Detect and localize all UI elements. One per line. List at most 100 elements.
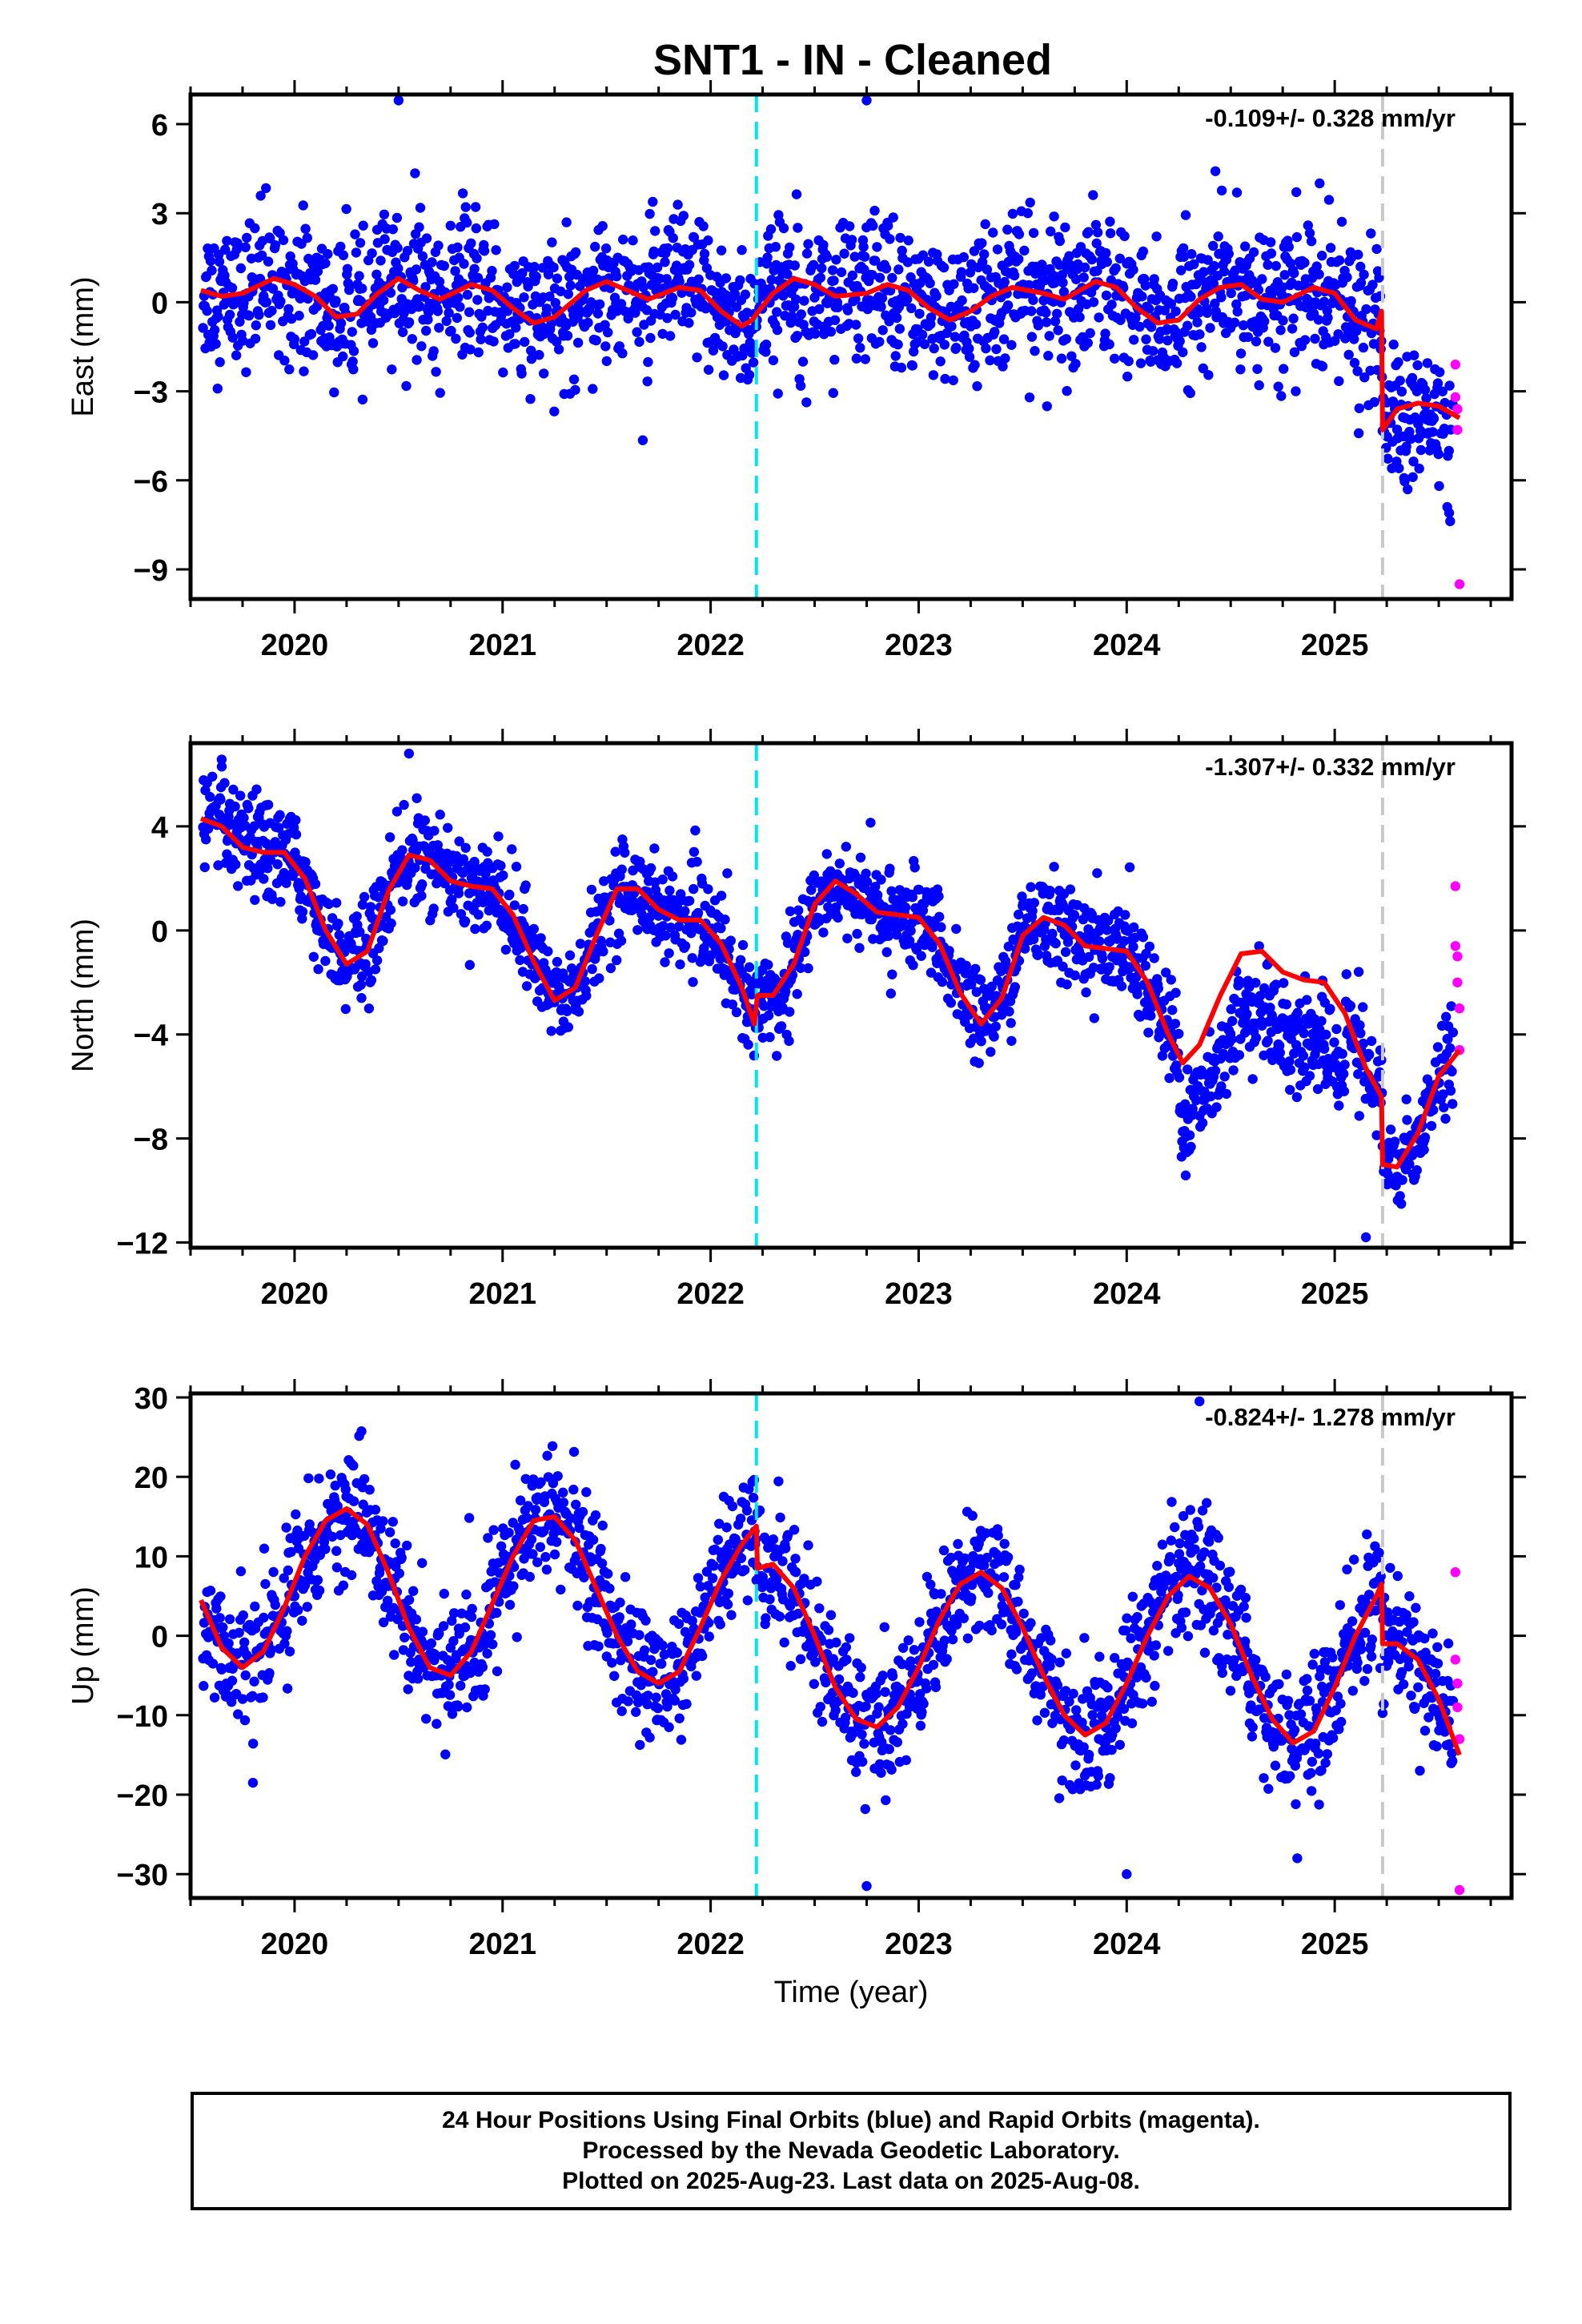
final-point [1271, 979, 1282, 990]
final-point [492, 1666, 503, 1677]
final-point [1141, 334, 1151, 344]
final-point [773, 388, 783, 399]
final-point [1371, 1130, 1382, 1140]
final-point [528, 1549, 538, 1559]
final-point [391, 212, 403, 223]
final-point [676, 1735, 687, 1745]
final-point [1355, 277, 1367, 288]
final-point [1166, 299, 1177, 309]
final-point [312, 266, 323, 277]
final-point [787, 311, 797, 322]
final-point [504, 889, 515, 900]
final-point [541, 1564, 552, 1575]
final-point [1445, 516, 1456, 527]
final-point [344, 281, 355, 292]
final-point [865, 818, 876, 828]
final-point [348, 1461, 359, 1471]
final-point [432, 1719, 442, 1729]
final-point [1123, 356, 1134, 367]
final-point [549, 406, 560, 416]
final-point [821, 251, 833, 262]
final-point [809, 292, 820, 303]
final-point [926, 967, 937, 978]
final-point [1263, 259, 1273, 270]
final-point [1122, 372, 1133, 382]
final-point [673, 199, 683, 210]
final-point [447, 1709, 458, 1719]
final-point [917, 250, 929, 260]
final-point [1242, 1009, 1252, 1019]
final-point [599, 876, 609, 887]
final-point [532, 1557, 543, 1568]
final-point [958, 251, 970, 263]
final-point [927, 942, 938, 953]
final-point [470, 202, 481, 212]
final-point [718, 370, 729, 380]
final-point [603, 327, 613, 338]
x-tick-label: 2020 [261, 1277, 329, 1311]
final-point [248, 1739, 259, 1749]
final-point [275, 810, 285, 820]
final-point [367, 248, 377, 259]
final-point [434, 323, 444, 333]
final-point [768, 1534, 779, 1545]
final-point [561, 217, 572, 227]
final-point [684, 318, 694, 328]
final-point [1411, 1165, 1423, 1176]
y-tick-label: 0 [151, 287, 168, 320]
final-point [1024, 279, 1034, 291]
final-point [524, 1571, 535, 1582]
final-point [765, 1031, 775, 1043]
final-point [267, 283, 279, 294]
final-point [391, 806, 403, 817]
final-point [1205, 323, 1215, 333]
final-point [314, 1474, 324, 1484]
final-point [859, 251, 870, 262]
final-point [907, 892, 918, 903]
final-point [721, 273, 732, 283]
final-point [821, 849, 833, 859]
final-point [998, 334, 1010, 344]
final-point [1088, 297, 1099, 308]
final-point [848, 1687, 858, 1699]
final-point [1397, 1175, 1407, 1185]
final-point [1334, 1100, 1344, 1111]
final-point [1114, 253, 1126, 263]
final-point [1050, 316, 1061, 327]
x-tick-label: 2025 [1301, 629, 1369, 662]
final-point [940, 373, 950, 384]
final-point [1105, 228, 1116, 239]
final-point [673, 921, 685, 932]
final-point [1412, 360, 1423, 371]
final-point [1390, 1136, 1400, 1147]
final-point [333, 919, 343, 929]
final-point [763, 959, 773, 971]
final-point [774, 1611, 785, 1622]
final-point [291, 814, 301, 826]
final-point [1284, 1056, 1295, 1067]
final-point [1187, 1104, 1198, 1114]
final-point [1006, 340, 1017, 350]
final-point [673, 1618, 685, 1630]
final-point [693, 1573, 704, 1583]
final-point [1227, 1034, 1237, 1044]
final-point [616, 1706, 627, 1716]
up-panel: 2020 2021 2022 2023 2024 20253020100−10−20−30… [66, 1379, 1526, 1961]
final-point [1314, 269, 1324, 279]
final-point [1033, 949, 1044, 959]
final-point [1210, 298, 1220, 309]
final-point [227, 332, 238, 343]
north-model-curve [199, 816, 1462, 1170]
final-point [1359, 372, 1370, 383]
final-point [801, 248, 813, 259]
final-point [261, 183, 271, 194]
final-point [1129, 922, 1139, 933]
final-point [1366, 1035, 1377, 1047]
final-point [717, 341, 728, 352]
final-point [1105, 216, 1115, 227]
final-point [909, 862, 920, 873]
final-point [1050, 938, 1061, 949]
final-point [331, 1562, 343, 1573]
final-point [1319, 1043, 1330, 1055]
